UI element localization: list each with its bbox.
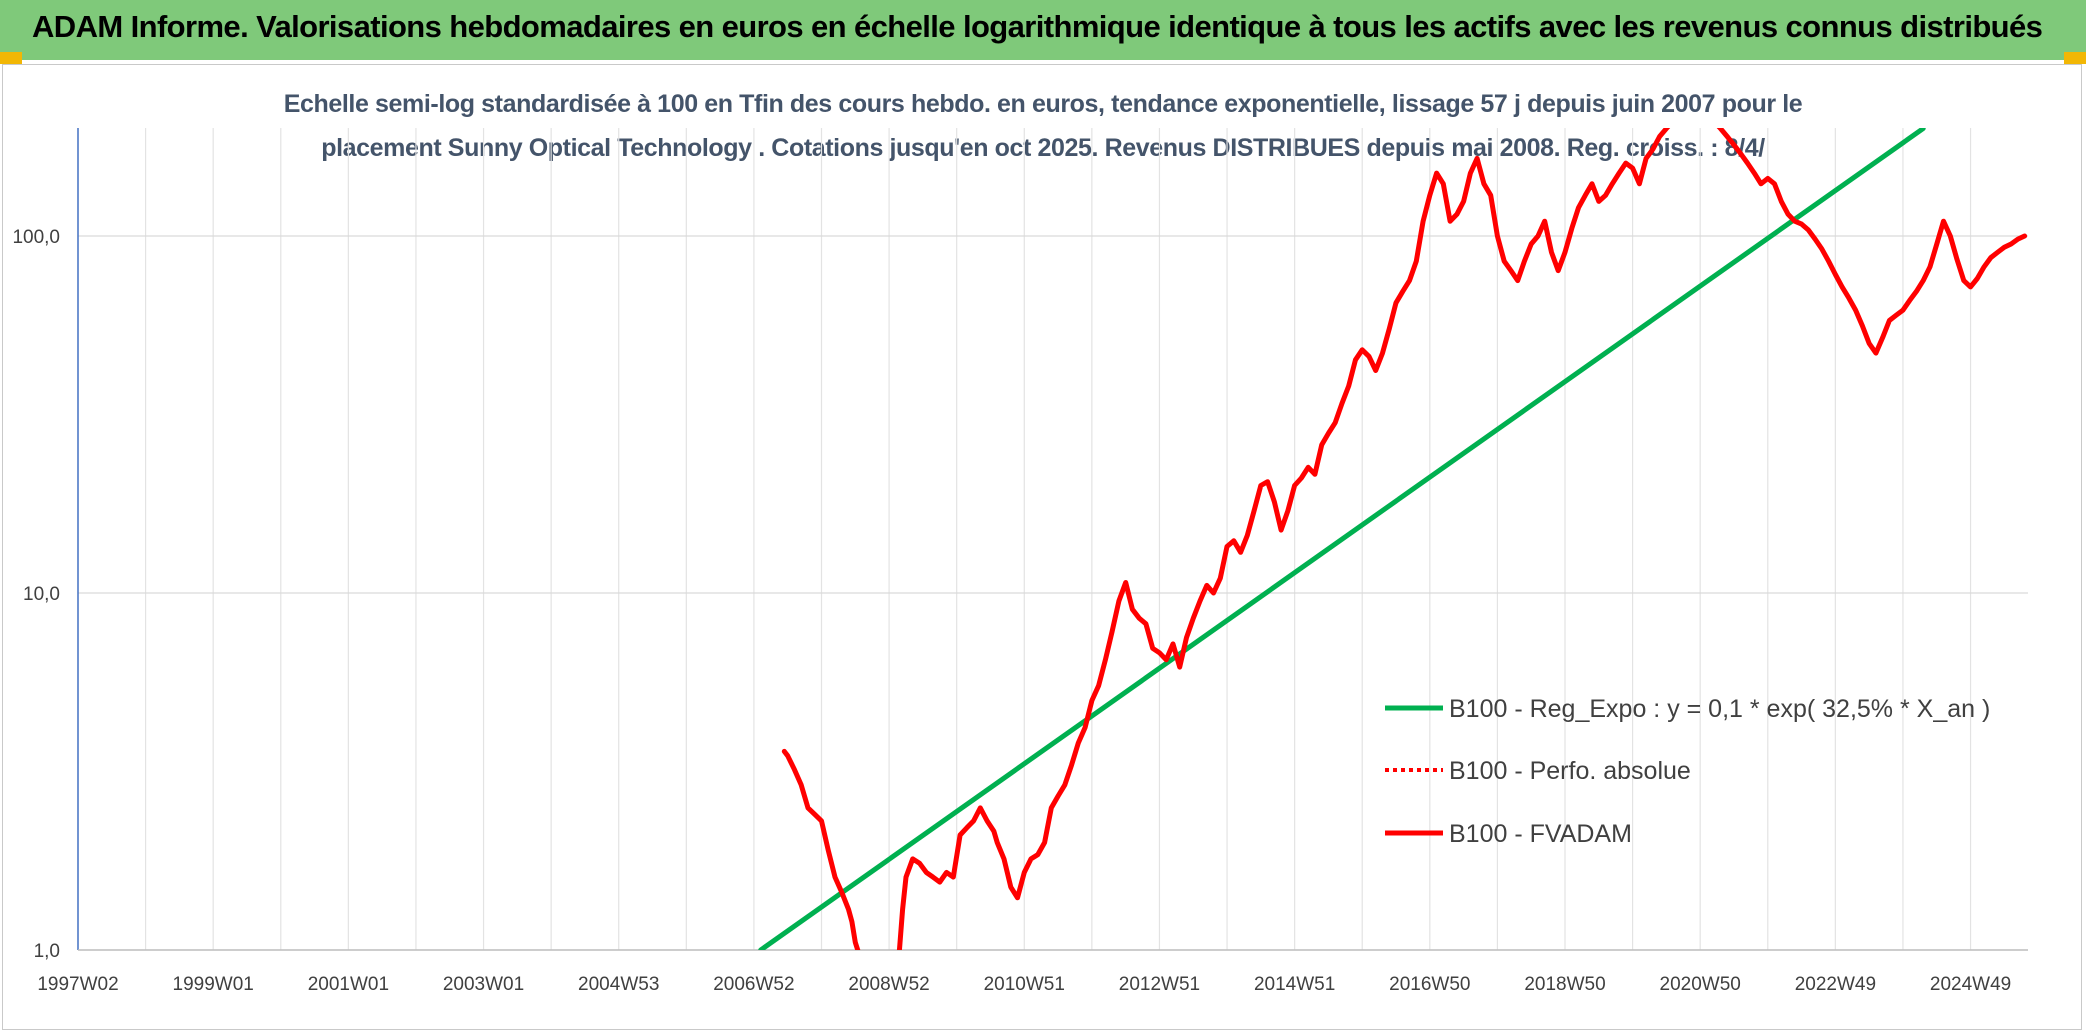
x-tick-label: 2010W51	[984, 974, 1065, 995]
corner-marker-top-left	[0, 52, 22, 64]
x-tick-label: 2008W52	[848, 974, 929, 995]
fvadam-series-line	[781, 128, 2028, 950]
x-tick-label: 2024W49	[1930, 974, 2011, 995]
y-tick-label: 10,0	[23, 584, 60, 605]
x-tick-label: 2006W52	[713, 974, 794, 995]
series-lines	[758, 128, 2028, 950]
x-tick-label: 2004W53	[578, 974, 659, 995]
x-tick-label: 2014W51	[1254, 974, 1335, 995]
tick-labels: 1,0 10,0 100,0 1997W02 1999W01 2001W01 2003W01…	[12, 227, 2011, 995]
y-tick-label: 100,0	[12, 227, 60, 248]
legend: B100 - Reg_Expo : y = 0,1 * exp( 32,5% *…	[1385, 695, 1990, 848]
x-tick-label: 2022W49	[1795, 974, 1876, 995]
chart-title-line-1: Echelle semi-log standardisée à 100 en T…	[283, 90, 1803, 118]
report-title: ADAM Informe. Valorisations hebdomadaire…	[32, 9, 2043, 44]
x-tick-label: 1997W02	[37, 974, 118, 995]
report-banner: ADAM Informe. Valorisations hebdomadaire…	[0, 0, 2086, 60]
x-tick-label: 1999W01	[173, 974, 254, 995]
legend-label-3: B100 - FVADAM	[1449, 820, 1632, 848]
corner-marker-top-right	[2064, 52, 2086, 64]
axes	[77, 128, 2028, 951]
x-tick-label: 2018W50	[1524, 974, 1605, 995]
x-tick-label: 2020W50	[1660, 974, 1741, 995]
x-tick-label: 2001W01	[308, 974, 389, 995]
legend-label-2: B100 - Perfo. absolue	[1449, 757, 1691, 785]
x-tick-label: 2003W01	[443, 974, 524, 995]
grid-lines	[77, 128, 2028, 951]
legend-label-1: B100 - Reg_Expo : y = 0,1 * exp( 32,5% *…	[1449, 695, 1990, 723]
x-tick-label: 2012W51	[1119, 974, 1200, 995]
regression-trend-line	[758, 128, 1926, 950]
x-tick-label: 2016W50	[1389, 974, 1470, 995]
y-tick-label: 1,0	[34, 941, 60, 962]
chart-title-line-2: placement Sunny Optical Technology . Cot…	[321, 134, 1765, 162]
